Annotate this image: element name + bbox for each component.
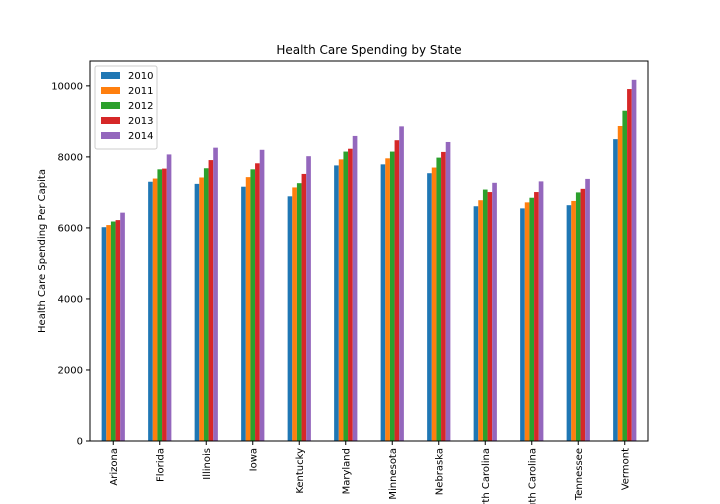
bar-kentucky-2014 [306, 156, 311, 441]
bar-nebraska-2014 [445, 141, 451, 441]
legend-swatch [101, 117, 120, 124]
bar-florida-2013 [162, 168, 167, 442]
bar-vermont-2010 [613, 139, 618, 441]
legend-swatch [101, 102, 120, 109]
bar-kentucky-2013 [301, 173, 307, 441]
bar-south-carolina-2010 [520, 208, 525, 441]
x-tick-label: Florida [155, 448, 166, 482]
bar-illinois-2011 [199, 177, 204, 442]
x-tick-label: Nebraska [434, 448, 445, 495]
bar-north-carolina-2011 [478, 200, 483, 441]
legend: 2010 2011 2012 2013 2014 [94, 65, 158, 150]
bar-florida-2012 [157, 169, 163, 441]
x-tick-label: Kentucky [295, 448, 306, 494]
bar-minnesota-2013 [394, 140, 400, 441]
bar-south-carolina-2012 [529, 197, 535, 441]
y-tick-label: 10000 [51, 81, 83, 92]
bar-vermont-2012 [622, 110, 628, 441]
bar-nebraska-2011 [431, 167, 437, 442]
bar-north-carolina-2014 [492, 182, 497, 441]
x-tick-label: North Carolina [481, 448, 492, 504]
x-tick-label: Vermont [620, 448, 631, 490]
bar-minnesota-2011 [385, 158, 390, 441]
legend-label: 2013 [128, 116, 153, 127]
bar-arizona-2014 [120, 212, 125, 441]
bar-arizona-2012 [110, 221, 116, 441]
legend-swatch [101, 132, 120, 139]
legend-label: 2010 [128, 71, 153, 82]
x-tick-label: Illinois [202, 448, 213, 480]
x-tick-label: Iowa [248, 448, 259, 471]
y-tick-label: 4000 [58, 294, 83, 305]
bar-maryland-2014 [352, 135, 358, 441]
legend-label: 2012 [128, 101, 153, 112]
bar-vermont-2011 [617, 125, 623, 442]
bar-iowa-2011 [245, 177, 251, 441]
bar-florida-2014 [166, 154, 172, 441]
bar-iowa-2010 [241, 186, 246, 441]
x-tick-label: Maryland [341, 448, 352, 494]
bar-tennessee-2012 [575, 192, 581, 441]
bar-florida-2011 [152, 178, 158, 442]
legend-swatch [101, 72, 120, 79]
bar-tennessee-2011 [571, 200, 576, 441]
y-axis: 0 2000 4000 6000 8000 10000 [51, 81, 90, 448]
bar-north-carolina-2012 [482, 189, 488, 441]
bar-iowa-2014 [259, 149, 265, 442]
bar-nebraska-2012 [436, 157, 442, 441]
bar-kentucky-2011 [292, 187, 297, 441]
bar-tennessee-2013 [580, 188, 586, 441]
bar-kentucky-2010 [287, 196, 293, 441]
bar-maryland-2011 [338, 159, 344, 441]
bar-tennessee-2014 [585, 178, 590, 441]
y-axis-label: Health Care Spending Per Capita [37, 169, 48, 333]
bar-kentucky-2012 [296, 183, 302, 442]
y-tick-label: 0 [77, 437, 83, 448]
bar-arizona-2010 [101, 227, 107, 441]
bar-illinois-2010 [194, 183, 200, 441]
chart-title: Health Care Spending by State [276, 43, 461, 57]
bar-minnesota-2012 [389, 151, 395, 441]
bar-illinois-2013 [208, 160, 214, 441]
y-tick-label: 6000 [58, 223, 83, 234]
legend-swatch [101, 87, 120, 94]
x-axis: Arizona Florida Illinois Iowa Kentucky Maryla… [109, 441, 631, 504]
legend-label: 2011 [128, 86, 153, 97]
legend-box [94, 65, 158, 150]
bar-arizona-2013 [115, 220, 121, 441]
bar-florida-2010 [148, 181, 153, 441]
bar-maryland-2013 [348, 148, 353, 441]
x-tick-label: Minnesota [388, 448, 399, 500]
bar-illinois-2014 [213, 147, 218, 441]
y-tick-label: 2000 [58, 365, 83, 376]
y-tick-label: 8000 [58, 152, 83, 163]
legend-label: 2014 [128, 131, 153, 142]
bar-iowa-2012 [250, 169, 256, 441]
bar-nebraska-2013 [441, 151, 446, 442]
bar-south-carolina-2014 [538, 181, 544, 441]
bar-arizona-2011 [106, 225, 111, 441]
bar-illinois-2012 [203, 168, 209, 441]
plot-frame [89, 60, 649, 442]
bar-iowa-2013 [255, 163, 260, 441]
bars-group [101, 79, 637, 442]
bar-north-carolina-2013 [487, 192, 493, 441]
x-tick-label: South Carolina [527, 448, 538, 504]
bar-maryland-2012 [343, 151, 349, 441]
bar-vermont-2013 [627, 89, 632, 441]
bar-nebraska-2010 [427, 173, 432, 441]
x-tick-label: Tennessee [574, 448, 585, 501]
bar-maryland-2010 [334, 165, 339, 441]
bar-south-carolina-2013 [534, 192, 539, 441]
bar-minnesota-2014 [399, 126, 404, 441]
bar-vermont-2014 [631, 79, 637, 441]
bar-south-carolina-2011 [524, 202, 530, 441]
bar-north-carolina-2010 [473, 206, 479, 441]
x-tick-label: Arizona [109, 448, 120, 486]
bar-minnesota-2010 [380, 164, 386, 441]
bar-tennessee-2010 [566, 205, 572, 441]
